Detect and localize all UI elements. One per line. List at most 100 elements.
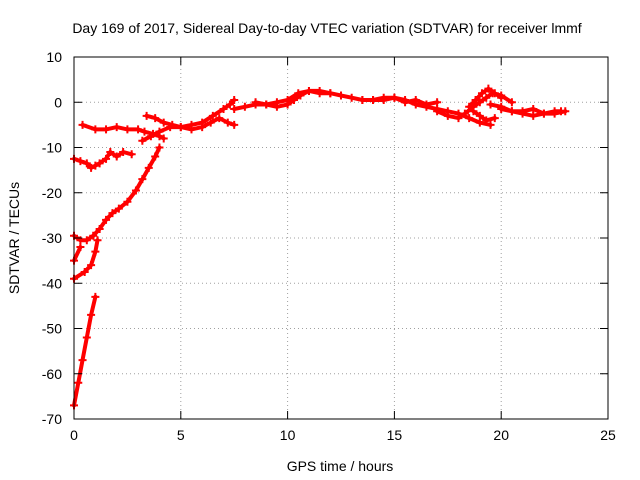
data-point (304, 86, 313, 95)
data-point (142, 111, 151, 120)
data-point (347, 93, 356, 102)
data-point (490, 89, 499, 98)
data-point (102, 154, 111, 163)
series-arc-6 (78, 120, 168, 143)
y-tick-label: -10 (42, 140, 62, 156)
data-point (471, 95, 480, 104)
data-point (95, 224, 104, 233)
data-point (411, 100, 420, 109)
data-point (557, 107, 566, 116)
data-point (240, 102, 249, 111)
data-point (497, 93, 506, 102)
data-point (123, 197, 132, 206)
x-tick-label: 5 (177, 427, 185, 443)
data-point (138, 175, 147, 184)
data-point (82, 333, 91, 342)
data-point (112, 152, 121, 161)
series-arc-14 (469, 107, 499, 125)
series-arc-8 (138, 95, 239, 145)
y-tick-label: -70 (42, 411, 62, 427)
x-tick-label: 20 (493, 427, 509, 443)
y-tick-label: -20 (42, 185, 62, 201)
chart-title: Day 169 of 2017, Sidereal Day-to-day VTE… (72, 20, 581, 36)
data-point (486, 100, 495, 109)
series-line (72, 294, 98, 408)
data-point (91, 247, 100, 256)
y-tick-label: 10 (46, 49, 62, 65)
data-point (102, 215, 111, 224)
data-point (138, 136, 147, 145)
data-point (507, 107, 516, 116)
data-point (390, 93, 399, 102)
x-tick-label: 15 (387, 427, 403, 443)
data-point (89, 231, 98, 240)
data-point (225, 100, 234, 109)
data-point (166, 123, 175, 132)
data-point (497, 105, 506, 114)
series-arc-11 (358, 93, 495, 129)
data-point (95, 159, 104, 168)
data-point (144, 163, 153, 172)
data-point (379, 93, 388, 102)
data-point (176, 123, 185, 132)
x-tick-label: 0 (70, 427, 78, 443)
data-point (475, 111, 484, 120)
x-axis-label: GPS time / hours (287, 458, 394, 474)
data-point (230, 95, 239, 104)
data-point (482, 93, 491, 102)
series-arc-7 (142, 111, 239, 134)
data-point (529, 105, 538, 114)
data-point (114, 204, 123, 213)
axes: 0 5 10 15 20 25 -70 -60 -50 -40 -30 -20 -10 0 10 (42, 49, 616, 443)
data-point (469, 107, 478, 116)
data-point (87, 261, 96, 270)
data-point (206, 118, 215, 127)
data-point (106, 148, 115, 157)
data-point (140, 127, 149, 136)
data-point (119, 148, 128, 157)
data-point (208, 111, 217, 120)
data-point (131, 186, 140, 195)
data-point (315, 86, 324, 95)
data-point (108, 209, 117, 218)
data-point (490, 114, 499, 123)
data-point (91, 125, 100, 134)
data-point (230, 120, 239, 129)
series-arc-3 (70, 243, 85, 265)
data-point (78, 120, 87, 129)
y-tick-label: -30 (42, 230, 62, 246)
data-point (74, 378, 83, 387)
data-point (123, 125, 132, 134)
data-point (187, 120, 196, 129)
data-point (482, 116, 491, 125)
data-point (262, 100, 271, 109)
data-point (251, 98, 260, 107)
data-point (87, 310, 96, 319)
data-point (326, 89, 335, 98)
series-arc-16 (497, 105, 566, 118)
data-point (337, 91, 345, 100)
y-tick-label: 0 (54, 94, 62, 110)
data-point (443, 111, 452, 120)
data-point (465, 114, 474, 123)
x-tick-label: 25 (600, 427, 616, 443)
data-point (198, 118, 207, 127)
data-point (159, 118, 168, 127)
data-point (486, 120, 495, 129)
data-point (102, 125, 111, 134)
series-line (471, 109, 497, 123)
data-point (151, 114, 160, 123)
y-tick-label: -50 (42, 321, 62, 337)
data-point (454, 114, 463, 123)
data-point (155, 127, 164, 136)
data-point (477, 89, 486, 98)
data-point (422, 102, 431, 111)
y-tick-label: -40 (42, 275, 62, 291)
data-series (70, 84, 570, 410)
data-point (518, 107, 527, 116)
data-point (76, 243, 85, 252)
data-point (82, 236, 91, 245)
data-point (159, 134, 168, 143)
data-point (475, 118, 484, 127)
